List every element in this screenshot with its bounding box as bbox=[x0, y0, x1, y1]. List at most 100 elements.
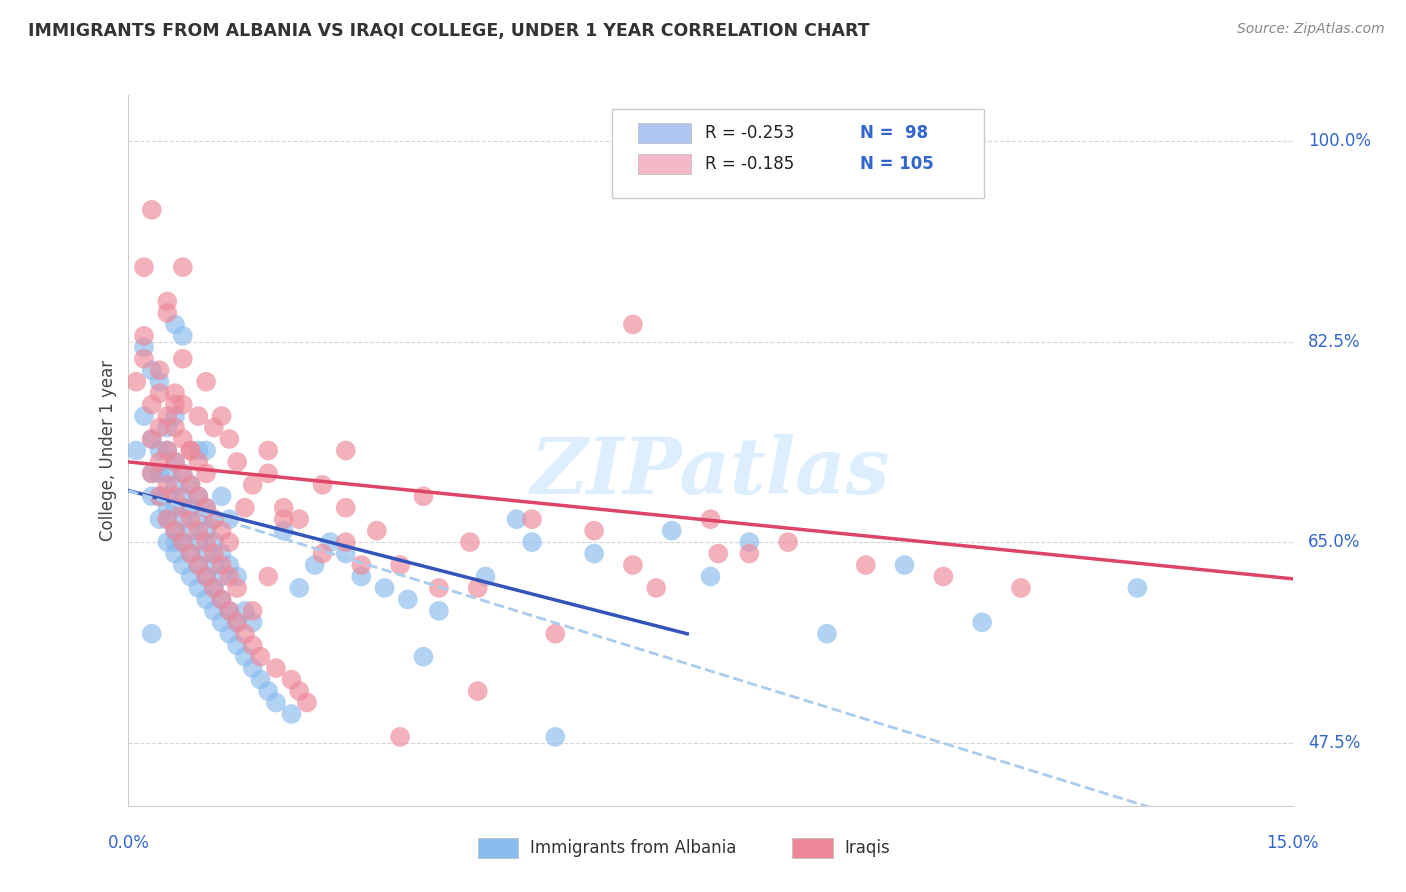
FancyBboxPatch shape bbox=[638, 154, 690, 174]
Point bbox=[156, 535, 179, 549]
Point bbox=[202, 581, 225, 595]
Point bbox=[257, 684, 280, 698]
Point bbox=[148, 512, 170, 526]
Point bbox=[187, 489, 209, 503]
Point bbox=[156, 443, 179, 458]
Point bbox=[218, 604, 240, 618]
Point bbox=[335, 500, 357, 515]
Point bbox=[156, 306, 179, 320]
Point bbox=[125, 375, 148, 389]
Point bbox=[187, 455, 209, 469]
Point bbox=[148, 386, 170, 401]
Point bbox=[163, 318, 186, 332]
Point bbox=[172, 512, 194, 526]
Point bbox=[1010, 581, 1032, 595]
Point bbox=[195, 500, 218, 515]
Point bbox=[855, 558, 877, 572]
Point bbox=[156, 409, 179, 423]
Point bbox=[257, 569, 280, 583]
Point bbox=[311, 547, 333, 561]
Point bbox=[163, 455, 186, 469]
Point bbox=[280, 673, 302, 687]
Point bbox=[202, 512, 225, 526]
Point bbox=[544, 730, 567, 744]
Point bbox=[148, 375, 170, 389]
Point bbox=[202, 420, 225, 434]
Point bbox=[264, 696, 287, 710]
Point bbox=[141, 489, 163, 503]
Point bbox=[180, 547, 202, 561]
Point bbox=[202, 581, 225, 595]
Point bbox=[218, 604, 240, 618]
Point bbox=[738, 535, 761, 549]
Text: 47.5%: 47.5% bbox=[1308, 733, 1361, 752]
Point bbox=[141, 467, 163, 481]
Point bbox=[187, 581, 209, 595]
Point bbox=[148, 420, 170, 434]
Point bbox=[218, 512, 240, 526]
Point bbox=[778, 535, 800, 549]
Point bbox=[242, 615, 264, 630]
Text: N =  98: N = 98 bbox=[859, 124, 928, 142]
Text: 0.0%: 0.0% bbox=[107, 834, 149, 852]
Text: Iraqis: Iraqis bbox=[845, 839, 890, 857]
Point bbox=[211, 592, 233, 607]
Text: R = -0.253: R = -0.253 bbox=[704, 124, 794, 142]
Y-axis label: College, Under 1 year: College, Under 1 year bbox=[100, 359, 117, 541]
Point bbox=[335, 535, 357, 549]
Point bbox=[132, 409, 155, 423]
Point bbox=[226, 569, 249, 583]
Point bbox=[156, 443, 179, 458]
Point bbox=[211, 558, 233, 572]
Point bbox=[172, 398, 194, 412]
Point bbox=[172, 500, 194, 515]
Point bbox=[187, 558, 209, 572]
Point bbox=[249, 673, 271, 687]
Point bbox=[141, 432, 163, 446]
Point bbox=[163, 386, 186, 401]
Point bbox=[350, 569, 373, 583]
Point bbox=[304, 558, 326, 572]
Point bbox=[583, 547, 606, 561]
Point bbox=[211, 547, 233, 561]
Point bbox=[163, 500, 186, 515]
Point bbox=[335, 547, 357, 561]
Point bbox=[427, 581, 450, 595]
Point bbox=[707, 547, 730, 561]
Point bbox=[163, 398, 186, 412]
Text: 100.0%: 100.0% bbox=[1308, 132, 1371, 150]
Point bbox=[148, 489, 170, 503]
Point bbox=[295, 696, 318, 710]
Point bbox=[180, 443, 202, 458]
Point bbox=[163, 420, 186, 434]
Point bbox=[195, 535, 218, 549]
Point bbox=[187, 443, 209, 458]
Point bbox=[226, 638, 249, 652]
Point bbox=[187, 535, 209, 549]
Point bbox=[132, 351, 155, 366]
Point bbox=[195, 524, 218, 538]
Point bbox=[195, 592, 218, 607]
Text: R = -0.185: R = -0.185 bbox=[704, 155, 794, 173]
Point bbox=[202, 558, 225, 572]
Point bbox=[226, 581, 249, 595]
Point bbox=[195, 547, 218, 561]
Point bbox=[141, 363, 163, 377]
Point bbox=[467, 684, 489, 698]
Point bbox=[163, 524, 186, 538]
Point bbox=[288, 684, 311, 698]
Point bbox=[172, 558, 194, 572]
Point bbox=[187, 524, 209, 538]
Point bbox=[218, 432, 240, 446]
Text: Immigrants from Albania: Immigrants from Albania bbox=[530, 839, 737, 857]
Point bbox=[273, 524, 295, 538]
Point bbox=[474, 569, 496, 583]
Point bbox=[202, 535, 225, 549]
Point bbox=[172, 535, 194, 549]
Point bbox=[273, 512, 295, 526]
Point bbox=[195, 375, 218, 389]
Point bbox=[180, 524, 202, 538]
Text: 65.0%: 65.0% bbox=[1308, 533, 1361, 551]
Point bbox=[172, 351, 194, 366]
Point bbox=[1126, 581, 1149, 595]
